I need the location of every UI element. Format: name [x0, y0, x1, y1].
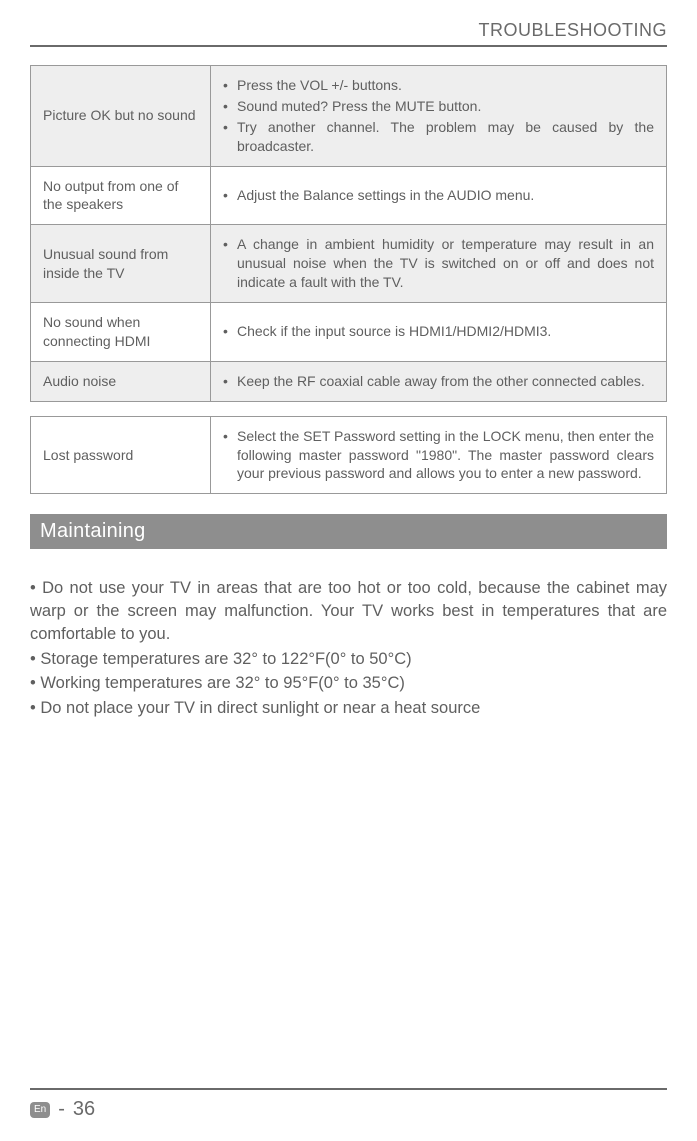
maintaining-paragraph: • Storage temperatures are 32° to 122°F(… [30, 648, 667, 671]
solution-cell: Keep the RF coaxial cable away from the … [211, 361, 667, 401]
issue-cell: Picture OK but no sound [31, 66, 211, 167]
solution-item: Sound muted? Press the MUTE button. [219, 97, 654, 116]
maintaining-paragraph: • Do not use your TV in areas that are t… [30, 577, 667, 645]
page-number-badge: En - 36 [30, 1098, 95, 1121]
page-dash: - [58, 1098, 65, 1121]
issue-cell: No output from one of the speakers [31, 166, 211, 225]
issue-cell: Audio noise [31, 361, 211, 401]
page-number: 36 [73, 1098, 95, 1121]
table-row: Picture OK but no sound Press the VOL +/… [31, 66, 667, 167]
table-row: Lost password Select the SET Password se… [31, 416, 667, 494]
maintaining-paragraph: • Do not place your TV in direct sunligh… [30, 697, 667, 720]
issue-cell: No sound when connecting HDMI [31, 303, 211, 362]
solution-item: Check if the input source is HDMI1/HDMI2… [219, 322, 654, 341]
table-row: Audio noise Keep the RF coaxial cable aw… [31, 361, 667, 401]
table-row: Unusual sound from inside the TV A chang… [31, 225, 667, 303]
solution-cell: Press the VOL +/- buttons. Sound muted? … [211, 66, 667, 167]
page: TROUBLESHOOTING Picture OK but no sound … [0, 0, 697, 1141]
solution-item: Select the SET Password setting in the L… [219, 427, 654, 484]
solution-item: Keep the RF coaxial cable away from the … [219, 372, 654, 391]
troubleshoot-table-audio: Picture OK but no sound Press the VOL +/… [30, 65, 667, 402]
maintaining-paragraph: • Working temperatures are 32° to 95°F(0… [30, 672, 667, 695]
solution-cell: A change in ambient humidity or temperat… [211, 225, 667, 303]
maintaining-body: • Do not use your TV in areas that are t… [30, 577, 667, 720]
issue-cell: Lost password [31, 416, 211, 494]
table-row: No sound when connecting HDMI Check if t… [31, 303, 667, 362]
section-header-maintaining: Maintaining [30, 514, 667, 549]
solution-item: A change in ambient humidity or temperat… [219, 235, 654, 292]
issue-cell: Unusual sound from inside the TV [31, 225, 211, 303]
language-badge: En [30, 1102, 50, 1118]
troubleshoot-table-password: Lost password Select the SET Password se… [30, 416, 667, 495]
solution-cell: Adjust the Balance settings in the AUDIO… [211, 166, 667, 225]
solution-cell: Select the SET Password setting in the L… [211, 416, 667, 494]
page-title: TROUBLESHOOTING [30, 20, 667, 47]
solution-cell: Check if the input source is HDMI1/HDMI2… [211, 303, 667, 362]
page-footer: En - 36 [30, 1088, 667, 1121]
solution-item: Press the VOL +/- buttons. [219, 76, 654, 95]
solution-item: Adjust the Balance settings in the AUDIO… [219, 186, 654, 205]
table-row: No output from one of the speakers Adjus… [31, 166, 667, 225]
solution-item: Try another channel. The problem may be … [219, 118, 654, 156]
